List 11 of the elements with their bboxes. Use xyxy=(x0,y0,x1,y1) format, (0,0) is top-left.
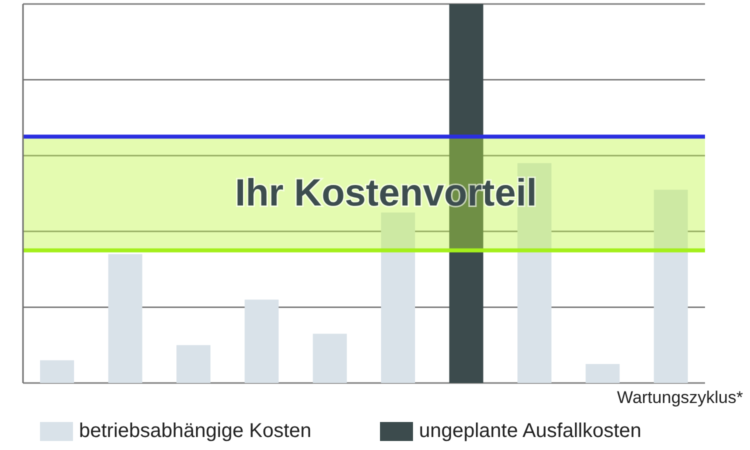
legend-label: betriebsabhängige Kosten xyxy=(79,420,312,442)
bar xyxy=(586,364,620,383)
bar xyxy=(381,212,416,383)
legend-label: ungeplante Ausfallkosten xyxy=(419,420,642,442)
bar xyxy=(244,300,279,383)
bar xyxy=(654,190,688,383)
bar xyxy=(312,334,347,383)
bar xyxy=(40,360,74,383)
bar xyxy=(108,254,142,383)
x-axis-title: Wartungszyklus* xyxy=(617,388,743,407)
bar xyxy=(176,345,210,383)
